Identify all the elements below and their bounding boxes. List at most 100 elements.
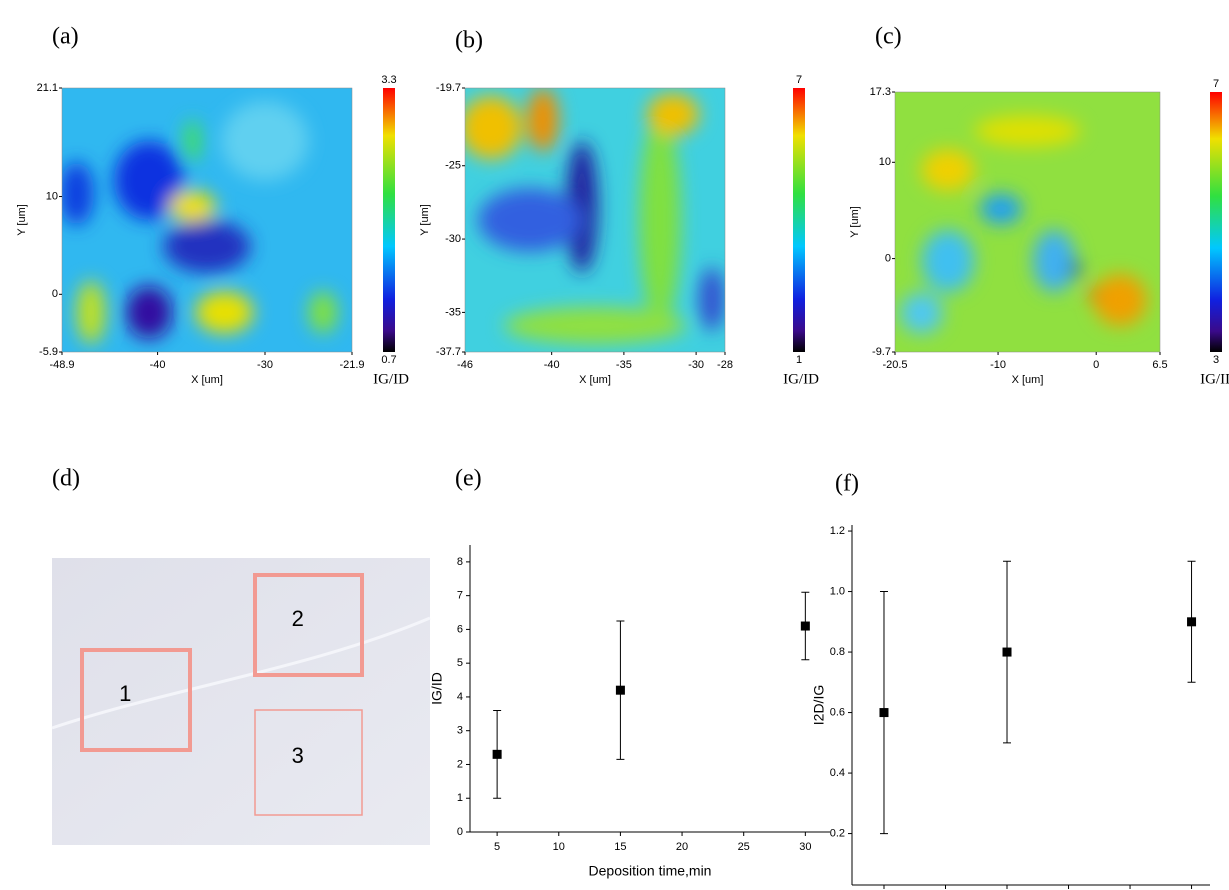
x-tick-label: -48.9 — [49, 359, 74, 371]
x-tick-label: -40 — [150, 359, 166, 371]
x-tick-label: -46 — [457, 359, 473, 371]
y-tick-label: 0 — [52, 288, 58, 300]
region-label: 3 — [292, 743, 304, 768]
colorbar — [383, 88, 395, 352]
heatmap-blob — [921, 149, 975, 191]
region-label: 2 — [292, 606, 304, 631]
heatmap-blob — [76, 280, 106, 345]
plot-frame — [894, 91, 1161, 353]
heatmap-blob — [1032, 229, 1076, 293]
heatmap-blob — [1093, 274, 1147, 326]
x-tick-label: -28 — [717, 359, 733, 371]
heatmap — [62, 88, 352, 352]
x-tick-label: 30 — [799, 841, 811, 853]
x-axis-label: Deposition time,min — [589, 863, 712, 879]
heatmap-blob — [163, 220, 251, 273]
x-tick-label: 25 — [738, 841, 750, 853]
heatmap-blob — [974, 115, 1081, 147]
y-tick-label: -30 — [445, 233, 461, 245]
y-tick-label: 1 — [457, 792, 463, 804]
y-tick-label: 10 — [46, 190, 58, 202]
plot-frame — [61, 87, 353, 353]
y-tick-label: -25 — [445, 160, 461, 172]
heatmap-blob — [308, 291, 338, 334]
heatmap-blob — [62, 161, 94, 226]
data-point — [1002, 647, 1012, 657]
x-tick-label: 10 — [553, 841, 565, 853]
x-tick-label: 6.5 — [1152, 359, 1167, 371]
heatmap-blob — [1069, 261, 1081, 277]
y-tick-label: -35 — [445, 306, 461, 318]
heatmap-field — [62, 101, 338, 345]
panel-label: (b) — [455, 28, 483, 54]
y-tick-label: 6 — [457, 623, 463, 635]
y-tick-label: -5.9 — [39, 346, 58, 358]
heatmap-blob — [527, 88, 559, 152]
x-tick-label: -30 — [688, 359, 704, 371]
region-box — [80, 648, 192, 752]
y-tick-label: 0.8 — [830, 646, 845, 658]
y-tick-label: 0.2 — [830, 827, 845, 839]
x-tick-label: -20.5 — [882, 359, 907, 371]
colorbar-label: IG/ID — [783, 371, 819, 387]
y-tick-label: 0 — [457, 826, 463, 838]
region-box — [254, 709, 363, 816]
panel-label: (a) — [52, 24, 79, 50]
y-axis-label: Y [um] — [16, 204, 28, 236]
panel-label: (f) — [835, 471, 859, 497]
heatmap-blob — [979, 193, 1023, 225]
y-tick-label: 8 — [457, 556, 463, 568]
heatmap-blob — [195, 291, 254, 334]
heatmap-blob — [647, 93, 699, 136]
heatmap-blob — [465, 95, 523, 160]
heatmap-blob — [183, 119, 202, 162]
colorbar-min: 1 — [796, 354, 802, 366]
x-tick-label: 20 — [676, 841, 688, 853]
x-axis-label: X [um] — [191, 374, 223, 386]
heatmap-blob — [1088, 289, 1100, 300]
y-tick-label: 17.3 — [870, 86, 891, 98]
region-box — [253, 573, 364, 677]
y-tick-label: -19.7 — [436, 82, 461, 94]
y-tick-label: 0.6 — [830, 706, 845, 718]
y-tick-label: 10 — [879, 156, 891, 168]
x-tick-label: 5 — [494, 841, 500, 853]
x-tick-label: -40 — [544, 359, 560, 371]
y-tick-label: 1.0 — [830, 585, 845, 597]
x-tick-label: -10 — [990, 359, 1006, 371]
heatmap-blob — [699, 267, 725, 331]
data-point — [879, 708, 889, 718]
y-tick-label: -9.7 — [872, 346, 891, 358]
heatmap-blob — [921, 229, 975, 293]
heatmap-blob — [639, 114, 681, 326]
colorbar-min: 3 — [1213, 354, 1219, 366]
micrograph — [52, 558, 430, 845]
colorbar-max: 7 — [796, 74, 802, 86]
colorbar-max: 7 — [1213, 78, 1219, 90]
colorbar-min: 0.7 — [381, 354, 396, 366]
y-tick-label: 0.4 — [830, 767, 845, 779]
surface-wrinkle — [51, 616, 431, 730]
colorbar-label: IG/ID — [1200, 371, 1229, 387]
y-tick-label: 7 — [457, 590, 463, 602]
colorbar — [1210, 92, 1222, 352]
colorbar-label: IG/ID — [373, 371, 409, 387]
data-point — [492, 749, 502, 759]
region-label: 1 — [119, 681, 131, 706]
heatmap-blob — [478, 188, 582, 252]
y-tick-label: 3 — [457, 725, 463, 737]
y-tick-label: 1.2 — [830, 525, 845, 537]
heatmap — [465, 88, 725, 352]
y-axis-label: Y [um] — [849, 206, 861, 238]
y-tick-label: 5 — [457, 657, 463, 669]
heatmap-blob — [125, 286, 173, 339]
heatmap-blob — [169, 190, 216, 223]
heatmap-blob — [221, 101, 309, 181]
y-axis-label: IG/ID — [429, 672, 445, 705]
heatmap-blob — [504, 307, 686, 345]
y-tick-label: -37.7 — [436, 346, 461, 358]
y-axis-label: I2D/IG — [811, 685, 827, 725]
heatmap-field — [900, 115, 1147, 334]
x-tick-label: 0 — [1093, 359, 1099, 371]
